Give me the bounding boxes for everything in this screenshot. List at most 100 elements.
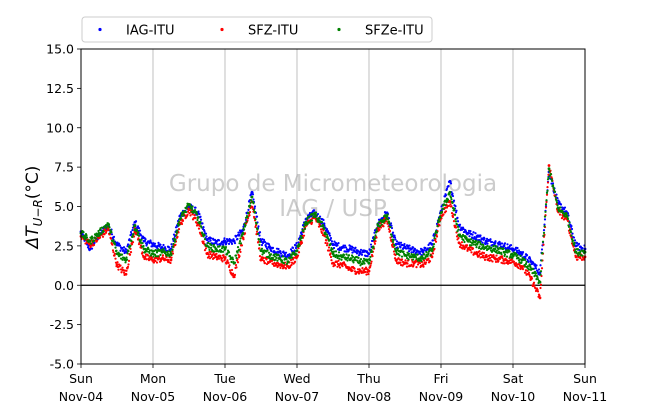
data-point [392,238,395,242]
data-point [407,250,411,253]
data-point [494,260,498,263]
data-point [258,240,262,243]
data-point [346,256,350,259]
data-point [368,259,372,262]
data-point [144,238,147,241]
data-point [399,246,402,249]
data-point [581,247,584,250]
y-tick-label: -2.5 [50,317,74,332]
data-point [357,262,361,265]
data-point [280,259,284,262]
data-point [221,250,225,253]
legend-label: SFZ-ITU [248,24,298,39]
data-point [343,256,347,259]
data-point [347,254,351,257]
data-point [223,259,226,262]
data-point [131,228,134,232]
data-point [333,264,337,267]
data-point [336,244,339,247]
data-point [310,219,314,222]
data-point [167,250,170,253]
data-point [252,208,256,211]
data-point [411,260,414,263]
data-point [474,239,478,242]
data-point [137,243,141,246]
data-point [234,254,238,257]
data-point [290,254,293,257]
data-point [289,248,293,251]
data-point [503,242,507,245]
data-point [374,234,377,237]
data-point [321,223,325,226]
series-sfze-itu [79,167,587,285]
data-point [327,239,331,242]
data-point [427,252,430,255]
data-point [361,262,364,266]
data-point [318,217,321,220]
data-point [103,233,106,236]
data-point [384,211,387,215]
data-point [290,263,293,267]
data-point [98,236,102,239]
data-point [527,260,530,264]
data-point [162,247,165,251]
data-point [154,259,157,263]
data-point [233,242,237,245]
data-point [531,267,535,271]
data-point [448,199,451,203]
data-point [517,266,520,270]
data-point [231,256,234,259]
data-point [482,244,485,248]
data-point [285,262,289,266]
data-point [167,246,171,249]
data-point [303,227,307,231]
data-point [300,231,303,234]
data-point [548,170,551,173]
data-point [510,252,514,255]
data-point [137,226,141,230]
data-point [116,261,119,264]
data-point [485,237,489,241]
data-point [577,254,580,257]
data-point [196,218,199,222]
data-point [290,256,294,259]
data-point [173,240,177,243]
data-point [194,206,197,209]
data-point [375,227,378,230]
data-point [442,213,445,216]
data-point [230,242,234,245]
data-point [119,264,122,267]
data-point [127,263,130,266]
legend-item-sfz-itu: SFZ-ITU [220,24,298,39]
data-point [540,267,544,270]
data-point [256,228,259,231]
data-point [207,253,210,256]
data-point [207,246,211,249]
data-point [485,255,489,258]
data-point [428,260,432,263]
data-point [453,213,457,216]
data-point [217,239,221,242]
data-point [329,255,333,259]
data-point [454,220,458,223]
data-point [248,204,252,207]
data-point [538,280,541,283]
data-point [262,251,266,255]
data-point [185,207,188,210]
data-point [415,257,418,261]
data-point [186,210,190,213]
data-point [351,269,354,272]
data-point [170,253,173,257]
data-point [457,228,460,231]
data-point [302,225,306,228]
data-point [351,246,355,249]
data-point [249,201,252,204]
data-point [253,205,257,208]
data-point [357,254,361,257]
data-point [490,254,493,257]
data-point [431,252,435,255]
data-point [317,219,320,222]
data-point [350,257,353,260]
data-point [133,221,136,224]
data-point [354,246,357,249]
